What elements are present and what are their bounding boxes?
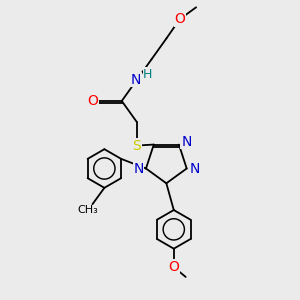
- Text: N: N: [190, 161, 200, 176]
- Text: S: S: [132, 139, 141, 152]
- Text: O: O: [168, 260, 179, 274]
- Text: O: O: [174, 12, 185, 26]
- Text: H: H: [143, 68, 153, 81]
- Text: N: N: [181, 135, 191, 148]
- Text: O: O: [88, 94, 98, 108]
- Text: N: N: [131, 73, 141, 87]
- Text: N: N: [134, 161, 144, 176]
- Text: CH₃: CH₃: [78, 205, 98, 215]
